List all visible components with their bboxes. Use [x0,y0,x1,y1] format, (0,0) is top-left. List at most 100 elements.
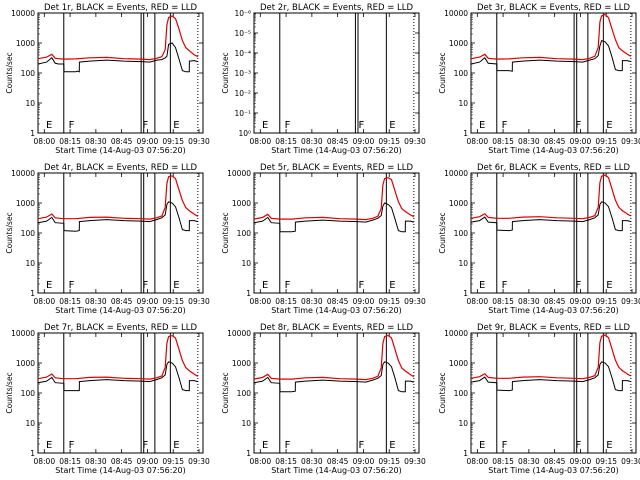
y-tick-label: 10⁻³ [234,69,251,78]
y-tick-label: 10000 [227,169,251,178]
y-tick-label: 1 [30,289,35,298]
y-tick-label: 100 [454,69,469,78]
flag-marker-label: E [173,440,179,451]
x-tick-label: 09:00 [353,297,375,306]
x-tick-label: 08:00 [33,457,55,466]
y-tick-label: 1 [463,129,468,138]
x-tick-label: 09:00 [137,137,159,146]
y-axis-label: Counts/sec [221,212,230,253]
series-line-events [471,39,631,72]
x-tick-label: 08:15 [275,457,297,466]
plot-frame [470,12,637,134]
x-tick-label: 09:00 [570,297,592,306]
y-tick-label: 10 [25,99,35,108]
y-axis-label: Counts/sec [5,52,14,93]
y-tick-label: 10 [25,419,35,428]
flag-marker-label: F [359,440,365,451]
x-axis-label: Start Time (14-Aug-03 07:56:20) [488,146,619,155]
x-axis-label: Start Time (14-Aug-03 07:56:20) [55,306,186,315]
y-tick-label: 1000 [16,199,35,208]
chart-title: Det 1r, BLACK = Events, RED = LLD [44,3,198,13]
x-tick-label: 09:00 [353,137,375,146]
flag-marker-label: F [359,120,365,131]
chart-title: Det 5r, BLACK = Events, RED = LLD [260,163,414,173]
flag-marker-label: E [479,120,485,131]
chart-title: Det 2r, BLACK = Events, RED = LLD [260,3,414,13]
x-tick-label: 09:30 [188,457,210,466]
series-line-events [38,361,198,392]
y-tick-label: 10000 [444,329,468,338]
flag-marker-label: E [173,280,179,291]
x-tick-label: 09:15 [378,137,400,146]
x-tick-label: 09:30 [404,297,426,306]
x-tick-label: 09:00 [137,457,159,466]
flag-marker-label: F [576,440,582,451]
y-tick-label: 100 [454,229,469,238]
x-axis-label: Start Time (14-Aug-03 07:56:20) [488,306,619,315]
series-line-events [38,201,198,232]
series-line-lld [38,334,199,380]
x-tick-label: 09:00 [570,137,592,146]
plot-frame [37,172,204,294]
y-axis-label: Counts/sec [438,52,447,93]
x-tick-label: 09:00 [570,457,592,466]
y-tick-label: 10⁻¹ [234,109,251,118]
x-tick-label: 09:15 [162,137,184,146]
chart-title: Det 4r, BLACK = Events, RED = LLD [44,163,198,173]
flag-marker-label: F [502,280,508,291]
y-tick-label: 100 [21,389,36,398]
y-tick-label: 1000 [449,359,468,368]
panel-det-8: Det 8r, BLACK = Events, RED = LLD 1 10 100 1… [221,323,426,475]
x-tick-label: 08:15 [492,457,514,466]
flag-marker-label: F [576,120,582,131]
series-line-events [254,202,414,233]
chart-title: Det 9r, BLACK = Events, RED = LLD [477,323,631,333]
x-tick-label: 09:30 [621,297,640,306]
flag-marker-label: E [389,440,395,451]
panel-det-4: Det 4r, BLACK = Events, RED = LLD 1 10 100 1… [5,163,210,315]
panel-det-9: Det 9r, BLACK = Events, RED = LLD 1 10 100 1… [438,323,640,475]
x-tick-label: 09:15 [378,297,400,306]
x-tick-label: 09:30 [404,457,426,466]
y-tick-label: 10000 [444,169,468,178]
x-tick-label: 08:30 [85,137,107,146]
x-tick-label: 08:00 [466,297,488,306]
y-tick-label: 10000 [11,9,35,18]
x-tick-label: 08:30 [301,137,323,146]
y-tick-label: 1000 [449,39,468,48]
x-tick-label: 09:15 [595,137,617,146]
flag-marker-label: E [606,120,612,131]
flag-marker-label: F [502,120,508,131]
y-tick-label: 100 [237,389,252,398]
flag-marker-label: E [262,280,268,291]
x-axis-label: Start Time (14-Aug-03 07:56:20) [271,306,402,315]
series-line-lld [254,176,415,221]
x-tick-label: 08:15 [275,137,297,146]
flag-marker-label: F [69,120,75,131]
flag-marker-label: E [46,440,52,451]
plot-frame [253,12,420,134]
y-tick-label: 10000 [11,169,35,178]
y-tick-label: 10 [25,259,35,268]
y-tick-label: 10⁻² [234,89,251,98]
x-axis-label: Start Time (14-Aug-03 07:56:20) [488,466,619,475]
x-tick-label: 09:00 [353,457,375,466]
y-tick-label: 10 [241,419,251,428]
y-tick-label: 10⁻⁵ [234,29,251,38]
flag-marker-label: F [143,440,149,451]
y-tick-label: 10⁻⁴ [234,49,251,58]
flag-marker-label: F [359,280,365,291]
x-tick-label: 09:30 [404,137,426,146]
y-tick-label: 10 [458,419,468,428]
flag-marker-label: E [262,440,268,451]
x-tick-label: 08:15 [492,297,514,306]
chart-title: Det 7r, BLACK = Events, RED = LLD [44,323,198,333]
y-tick-label: 10 [458,259,468,268]
y-axis-label: Counts/sec [221,52,230,93]
x-tick-label: 08:00 [33,297,55,306]
y-tick-label: 100 [21,69,36,78]
y-tick-label: 1 [30,129,35,138]
y-tick-label: 1 [246,449,251,458]
y-axis-label: Counts/sec [438,372,447,413]
flag-marker-label: F [502,440,508,451]
